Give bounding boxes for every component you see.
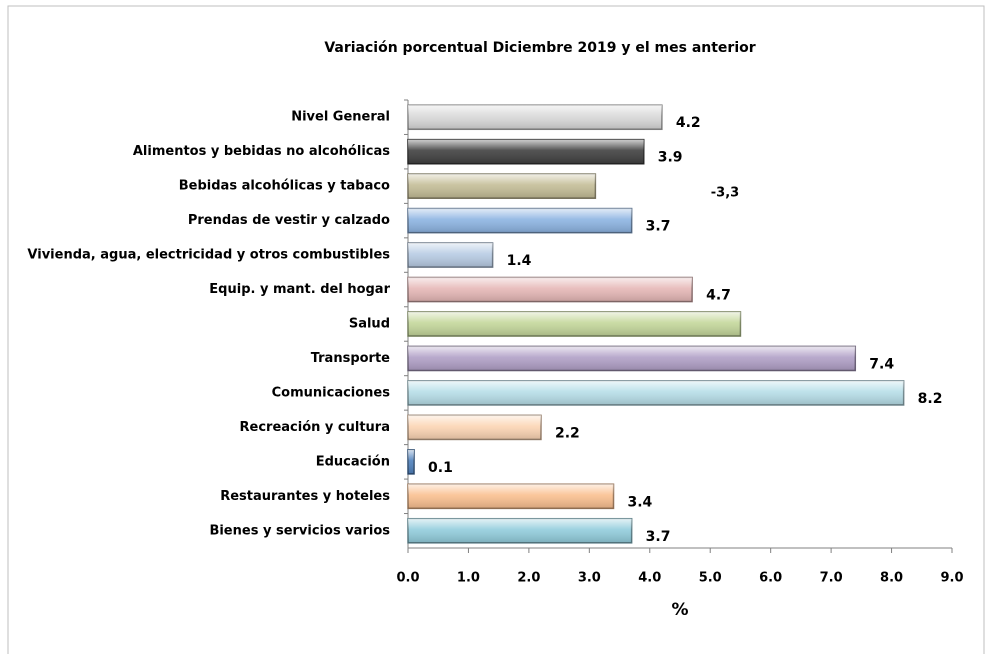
y-tick-label: Bebidas alcohólicas y tabaco <box>179 179 390 194</box>
x-tick-label: 8.0 <box>880 571 903 586</box>
annotation: -3,3 <box>711 186 739 201</box>
value-label: 0.1 <box>428 460 453 476</box>
y-tick-label: Restaurantes y hoteles <box>220 489 390 504</box>
bar <box>407 517 633 544</box>
y-tick-label: Nivel General <box>291 110 390 125</box>
y-tick-label: Salud <box>349 317 390 332</box>
bar <box>407 242 494 268</box>
x-tick-label: 5.0 <box>699 571 722 586</box>
x-tick-label: 7.0 <box>820 571 843 586</box>
y-tick-label: Prendas de vestir y calzado <box>188 213 390 228</box>
chart-title: Variación porcentual Diciembre 2019 y el… <box>324 40 755 56</box>
value-label: 3.7 <box>646 529 671 545</box>
bar <box>407 276 693 303</box>
value-label: 1.4 <box>507 253 532 269</box>
value-label: 3.4 <box>628 494 653 510</box>
x-tick-label: 6.0 <box>759 571 782 586</box>
bar <box>407 311 742 337</box>
bar <box>407 483 615 510</box>
y-tick-label: Educación <box>316 454 390 469</box>
y-tick-label: Transporte <box>311 351 390 366</box>
y-tick-label: Equip. y mant. del hogar <box>209 282 390 297</box>
y-tick-label: Recreación y cultura <box>240 420 390 435</box>
x-axis-label: % <box>671 600 688 620</box>
value-label: 7.4 <box>869 356 894 372</box>
bar <box>407 414 542 441</box>
bar <box>407 345 857 372</box>
chart-frame <box>7 5 985 654</box>
y-tick-label: Comunicaciones <box>272 385 391 400</box>
x-tick-label: 3.0 <box>578 571 601 586</box>
value-label: 4.2 <box>676 115 701 131</box>
x-tick-label: 9.0 <box>940 571 963 586</box>
y-tick-label: Alimentos y bebidas no alcohólicas <box>133 144 390 159</box>
value-label: 4.7 <box>706 288 731 304</box>
x-tick-label: 1.0 <box>457 571 480 586</box>
value-label: 3.7 <box>646 219 671 235</box>
bar <box>407 207 633 234</box>
x-tick-label: 2.0 <box>517 571 540 586</box>
x-tick-label: 0.0 <box>396 571 419 586</box>
y-tick-label: Vivienda, agua, electricidad y otros com… <box>27 248 390 263</box>
bar <box>407 104 663 131</box>
bar <box>407 380 905 406</box>
bar <box>407 173 597 199</box>
value-label: 3.9 <box>658 150 683 166</box>
bar <box>407 449 415 475</box>
x-tick-label: 4.0 <box>638 571 661 586</box>
bar <box>407 138 645 165</box>
value-label: 8.2 <box>918 391 943 407</box>
value-label: 2.2 <box>555 425 580 441</box>
y-tick-label: Bienes y servicios varios <box>209 523 390 538</box>
